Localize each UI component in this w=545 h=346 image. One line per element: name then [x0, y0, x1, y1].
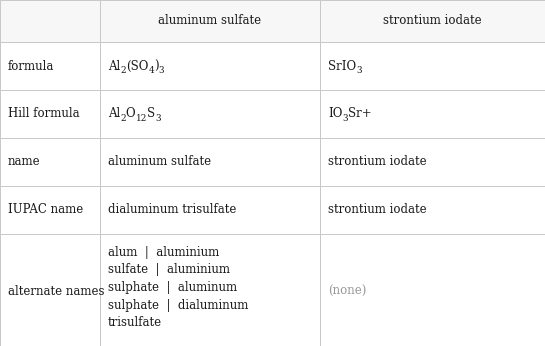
Bar [0, 0, 100, 42]
Text: aluminum sulfate: aluminum sulfate [159, 15, 262, 27]
Text: Sr+: Sr+ [348, 108, 372, 120]
Text: alum  |  aluminium
sulfate  |  aluminium
sulphate  |  aluminum
sulphate  |  dial: alum | aluminium sulfate | aluminium sul… [108, 246, 249, 329]
Bar [100, 0, 320, 42]
Text: 12: 12 [136, 114, 147, 123]
Bar [100, 42, 320, 90]
Bar [100, 234, 320, 346]
Bar [0, 90, 100, 138]
Bar [0, 138, 100, 186]
Text: formula: formula [8, 60, 54, 73]
Text: 2: 2 [120, 114, 126, 123]
Bar [320, 0, 545, 42]
Text: O: O [126, 108, 136, 120]
Text: SrIO: SrIO [328, 60, 356, 73]
Text: S: S [147, 108, 155, 120]
Text: IUPAC name: IUPAC name [8, 203, 83, 217]
Text: 3: 3 [342, 114, 348, 123]
Text: aluminum sulfate: aluminum sulfate [108, 155, 211, 169]
Bar [320, 42, 545, 90]
Text: dialuminum trisulfate: dialuminum trisulfate [108, 203, 237, 217]
Text: (SO: (SO [126, 60, 148, 73]
Bar [100, 90, 320, 138]
Bar [100, 138, 320, 186]
Text: Hill formula: Hill formula [8, 108, 80, 120]
Bar [320, 90, 545, 138]
Text: 3: 3 [159, 66, 164, 75]
Text: ): ) [154, 60, 159, 73]
Bar [320, 234, 545, 346]
Bar [100, 186, 320, 234]
Text: IO: IO [328, 108, 342, 120]
Text: (none): (none) [328, 285, 366, 298]
Text: 3: 3 [356, 66, 362, 75]
Bar [320, 186, 545, 234]
Bar [0, 234, 100, 346]
Text: strontium iodate: strontium iodate [328, 155, 427, 169]
Text: alternate names: alternate names [8, 285, 105, 298]
Text: name: name [8, 155, 41, 169]
Text: strontium iodate: strontium iodate [383, 15, 482, 27]
Bar [0, 42, 100, 90]
Text: strontium iodate: strontium iodate [328, 203, 427, 217]
Text: Al: Al [108, 60, 120, 73]
Bar [320, 138, 545, 186]
Text: 4: 4 [148, 66, 154, 75]
Text: 3: 3 [155, 114, 161, 123]
Text: Al: Al [108, 108, 120, 120]
Text: 2: 2 [120, 66, 126, 75]
Bar [0, 186, 100, 234]
